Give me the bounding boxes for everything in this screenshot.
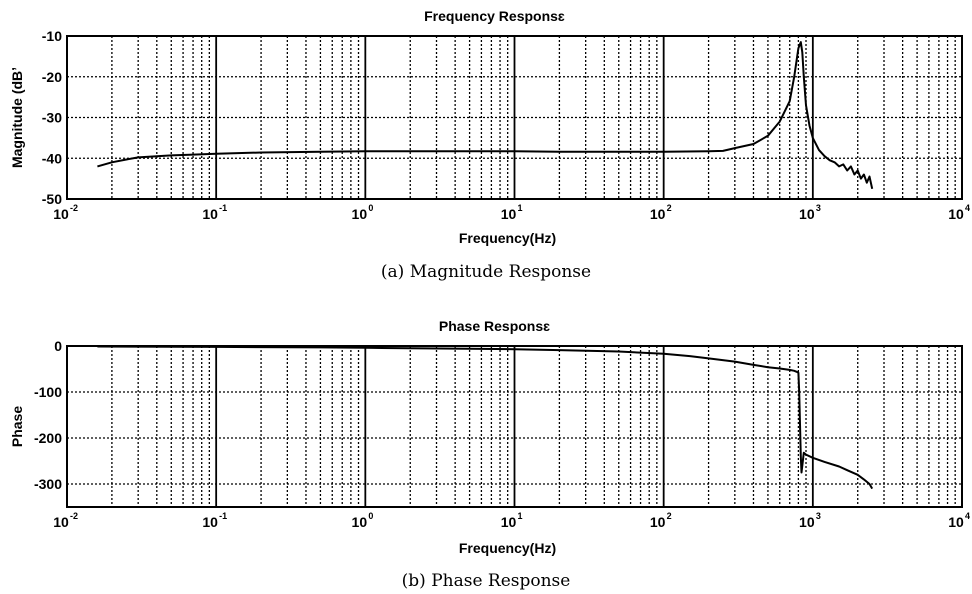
x-tick-label: 10 -1 bbox=[202, 511, 227, 530]
x-tick-label: 10 2 bbox=[650, 511, 672, 530]
y-tick-label: -50 bbox=[42, 191, 62, 207]
phase-panel: 10 -2 10 -1 10 0 10 1 10 2 10 3 10 4 0-100-200-300 Ph… bbox=[9, 318, 970, 591]
phase-y-axis-label: Phase bbox=[9, 406, 25, 447]
magnitude-chart-title: Frequency Responsɛ bbox=[424, 8, 565, 24]
x-tick-exponent: -2 bbox=[70, 511, 78, 521]
phase-grid bbox=[67, 346, 962, 507]
y-tick-label: -40 bbox=[42, 150, 62, 166]
x-tick-label: 10 1 bbox=[501, 511, 523, 530]
magnitude-panel: 10 -2 10 -1 10 0 10 1 10 2 10 3 10 4 -10-20-30-40-50 … bbox=[9, 8, 970, 282]
magnitude-x-axis-label: Frequency(Hz) bbox=[459, 230, 556, 246]
x-tick-base: 10 bbox=[352, 206, 368, 222]
x-tick-exponent: 3 bbox=[816, 203, 821, 213]
phase-x-axis-label: Frequency(Hz) bbox=[459, 540, 556, 556]
x-tick-base: 10 bbox=[53, 206, 69, 222]
x-tick-base: 10 bbox=[799, 206, 815, 222]
magnitude-y-tick-labels: -10 -20 -30 -40 -50 bbox=[42, 28, 62, 207]
x-tick-base: 10 bbox=[650, 206, 666, 222]
y-tick-label: -10 bbox=[42, 28, 62, 44]
x-tick-base: 10 bbox=[501, 514, 517, 530]
magnitude-curve bbox=[97, 41, 874, 190]
y-tick-label: -100 bbox=[34, 384, 62, 400]
x-tick-label: 10 1 bbox=[501, 203, 523, 222]
x-tick-label: 10 3 bbox=[799, 511, 821, 530]
phase-chart-title: Phase Responsɛ bbox=[439, 318, 550, 334]
x-tick-base: 10 bbox=[948, 206, 964, 222]
x-tick-exponent: 0 bbox=[368, 203, 373, 213]
x-tick-label: 10 -2 bbox=[53, 203, 78, 222]
x-tick-exponent: -1 bbox=[219, 203, 227, 213]
x-tick-base: 10 bbox=[948, 514, 964, 530]
x-tick-base: 10 bbox=[202, 514, 218, 530]
x-tick-exponent: 3 bbox=[816, 511, 821, 521]
x-tick-exponent: 0 bbox=[368, 511, 373, 521]
x-tick-base: 10 bbox=[352, 514, 368, 530]
x-tick-label: 10 -2 bbox=[53, 511, 78, 530]
x-tick-label: 10 3 bbox=[799, 203, 821, 222]
x-tick-base: 10 bbox=[650, 514, 666, 530]
y-tick-label: -300 bbox=[34, 476, 62, 492]
x-tick-label: 10 0 bbox=[352, 203, 374, 222]
x-tick-label: 10 4 bbox=[948, 511, 970, 530]
y-tick-label: -30 bbox=[42, 110, 62, 126]
x-tick-exponent: 4 bbox=[965, 203, 970, 213]
phase-y-tick-labels: 0 -100 -200 -300 bbox=[34, 338, 62, 492]
magnitude-y-axis-label: Magnitude (dBʼ bbox=[9, 67, 25, 168]
x-tick-exponent: 4 bbox=[965, 511, 970, 521]
y-tick-label: 0 bbox=[54, 338, 62, 354]
x-tick-base: 10 bbox=[53, 514, 69, 530]
magnitude-x-tick-labels: 10 -2 10 -1 10 0 10 1 10 2 10 3 10 4 bbox=[53, 203, 970, 222]
x-tick-exponent: 2 bbox=[667, 511, 672, 521]
x-tick-exponent: 1 bbox=[518, 511, 523, 521]
x-tick-base: 10 bbox=[799, 514, 815, 530]
x-tick-exponent: 1 bbox=[518, 203, 523, 213]
phase-caption: (b) Phase Response bbox=[402, 571, 571, 591]
x-tick-label: 10 0 bbox=[352, 511, 374, 530]
y-tick-label: -20 bbox=[42, 69, 62, 85]
x-tick-base: 10 bbox=[501, 206, 517, 222]
phase-curve bbox=[97, 345, 874, 490]
phase-plot-frame bbox=[66, 345, 963, 508]
magnitude-plot-frame bbox=[66, 35, 963, 200]
x-tick-label: 10 2 bbox=[650, 203, 672, 222]
phase-x-tick-labels: 10 -2 10 -1 10 0 10 1 10 2 10 3 10 4 bbox=[53, 511, 970, 530]
x-tick-exponent: -2 bbox=[70, 203, 78, 213]
y-tick-label: -200 bbox=[34, 430, 62, 446]
x-tick-exponent: -1 bbox=[219, 511, 227, 521]
x-tick-label: 10 4 bbox=[948, 203, 970, 222]
magnitude-grid bbox=[67, 36, 962, 199]
x-tick-base: 10 bbox=[202, 206, 218, 222]
x-tick-label: 10 -1 bbox=[202, 203, 227, 222]
x-tick-exponent: 2 bbox=[667, 203, 672, 213]
magnitude-caption: (a) Magnitude Response bbox=[381, 262, 591, 282]
